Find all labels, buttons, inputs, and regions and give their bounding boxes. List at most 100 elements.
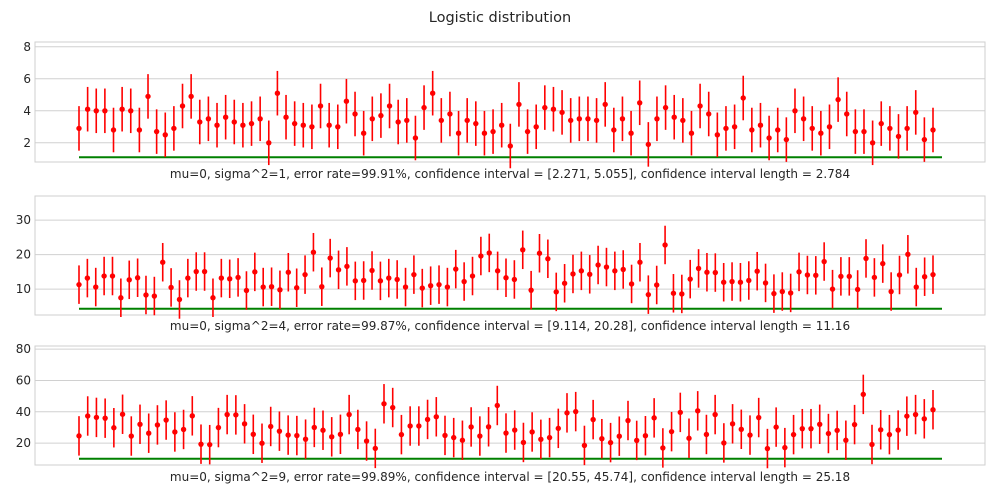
data-point xyxy=(576,116,583,122)
x-axis-label: mu=0, sigma^2=1, error rate=99.91%, conf… xyxy=(170,167,850,181)
data-point xyxy=(737,279,744,285)
data-point xyxy=(235,274,241,281)
data-point xyxy=(854,286,861,293)
data-point xyxy=(207,441,213,448)
data-point xyxy=(511,276,518,283)
data-point xyxy=(844,111,850,117)
data-point xyxy=(494,402,500,409)
data-point xyxy=(888,288,894,295)
data-point xyxy=(695,265,702,272)
data-point xyxy=(101,273,107,279)
data-point xyxy=(729,278,735,285)
data-point xyxy=(154,422,161,428)
data-point xyxy=(102,108,108,114)
data-point xyxy=(790,431,797,438)
data-point xyxy=(327,255,333,261)
data-point xyxy=(416,423,422,429)
data-point xyxy=(738,426,744,432)
data-point xyxy=(766,135,772,141)
data-point xyxy=(134,275,141,281)
data-point xyxy=(277,287,283,293)
x-axis-label: mu=0, sigma^2=9, error rate=99.89%, conf… xyxy=(170,470,850,484)
data-point xyxy=(231,119,237,125)
data-point xyxy=(878,120,884,127)
data-point xyxy=(804,272,811,278)
data-point xyxy=(433,414,439,420)
data-point xyxy=(619,116,626,122)
data-point xyxy=(809,125,815,132)
data-point xyxy=(447,111,453,117)
data-point xyxy=(241,421,248,427)
data-point xyxy=(143,292,149,298)
data-point xyxy=(921,274,928,280)
data-point xyxy=(490,128,496,135)
data-point xyxy=(603,264,610,270)
y-tick-label: 60 xyxy=(16,373,31,387)
data-point xyxy=(528,287,534,293)
data-point xyxy=(895,133,902,140)
data-point xyxy=(712,269,719,276)
data-point xyxy=(395,119,401,125)
data-point xyxy=(620,266,626,273)
data-point xyxy=(662,242,668,248)
data-point xyxy=(459,437,466,443)
data-point xyxy=(651,415,657,421)
data-point xyxy=(461,278,467,285)
data-point xyxy=(612,268,618,274)
data-point xyxy=(662,104,669,111)
data-point xyxy=(746,277,752,284)
data-point xyxy=(268,423,274,430)
data-point xyxy=(749,127,755,133)
data-point xyxy=(407,423,413,429)
data-point xyxy=(704,269,710,275)
data-point xyxy=(773,424,779,430)
data-point xyxy=(731,124,738,130)
data-point xyxy=(538,436,544,443)
data-point xyxy=(536,250,543,256)
data-point xyxy=(740,95,746,101)
data-point xyxy=(329,434,335,440)
data-point xyxy=(800,116,807,122)
y-tick-label: 4 xyxy=(23,104,31,118)
data-point xyxy=(442,432,448,439)
data-point xyxy=(337,431,344,438)
data-point xyxy=(335,124,341,130)
data-point xyxy=(825,430,832,437)
data-point xyxy=(110,127,117,133)
data-point xyxy=(268,284,275,290)
data-point xyxy=(126,277,132,283)
data-point xyxy=(838,273,844,280)
data-point xyxy=(136,127,143,133)
data-point xyxy=(723,125,729,132)
data-point xyxy=(153,128,160,135)
data-point xyxy=(764,445,771,452)
data-point xyxy=(118,295,124,301)
data-point xyxy=(642,433,649,439)
data-point xyxy=(419,285,425,291)
data-point xyxy=(386,103,393,109)
data-point xyxy=(573,408,579,415)
data-point xyxy=(762,280,769,286)
data-point xyxy=(210,295,216,301)
data-point xyxy=(319,284,325,290)
data-point xyxy=(529,429,535,435)
data-point xyxy=(695,408,701,414)
data-point xyxy=(912,411,919,418)
data-point xyxy=(869,441,875,448)
data-point xyxy=(628,130,634,136)
data-point xyxy=(679,291,685,297)
data-point xyxy=(233,412,239,418)
data-point xyxy=(478,253,484,259)
data-point xyxy=(714,132,721,138)
data-point xyxy=(346,411,352,418)
data-point xyxy=(477,433,483,439)
data-point xyxy=(128,108,134,114)
data-point xyxy=(602,101,608,108)
data-point xyxy=(326,122,332,128)
data-point xyxy=(473,120,479,127)
y-tick-label: 40 xyxy=(16,405,31,419)
data-point xyxy=(593,117,600,124)
data-point xyxy=(706,111,712,117)
data-point xyxy=(587,271,593,277)
data-point xyxy=(189,413,195,419)
